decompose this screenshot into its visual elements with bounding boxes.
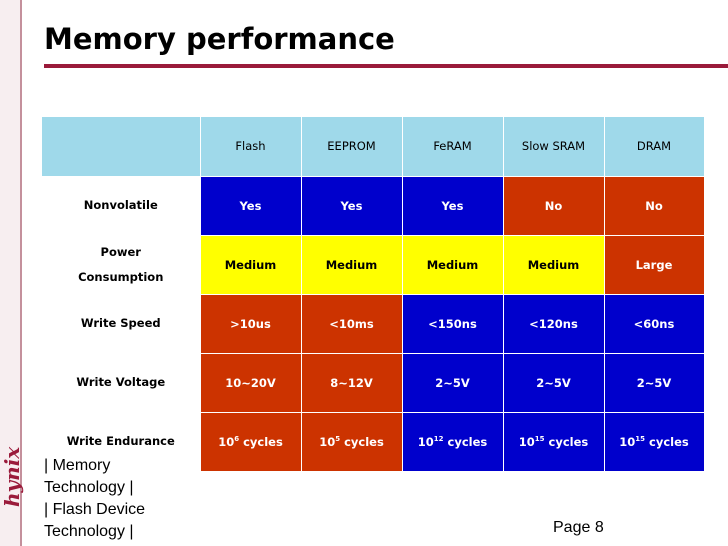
- table-row: Write Voltage 10~20V 8~12V 2~5V 2~5V 2~5V: [42, 353, 705, 413]
- table-cell: Yes: [200, 176, 302, 236]
- table-cell: Medium: [402, 235, 504, 295]
- memory-comparison-table: Flash EEPROM FeRAM Slow SRAM DRAM Nonvol…: [42, 117, 705, 472]
- footer-line: Technology |: [44, 479, 134, 496]
- cell-suffix: cycles: [340, 434, 384, 449]
- row-label-line: Write Voltage: [76, 375, 166, 389]
- table-row: Write Speed >10us <10ms <150ns <120ns <60ns: [42, 294, 705, 354]
- footer-line: | Flash Device: [44, 501, 146, 518]
- table-cell: 2~5V: [503, 353, 605, 413]
- table-cell: Yes: [402, 176, 504, 236]
- cell-base: 10: [619, 434, 636, 449]
- cell-base: 10: [319, 434, 336, 449]
- table-cell: <150ns: [402, 294, 504, 354]
- slide-title: Memory performance: [44, 22, 395, 56]
- table-cell: <10ms: [301, 294, 403, 354]
- row-label: Write Voltage: [42, 353, 201, 413]
- row-label: Write Speed: [42, 294, 201, 354]
- cell-suffix: cycles: [544, 434, 589, 449]
- table-cell: Yes: [301, 176, 403, 236]
- column-header-feram: FeRAM: [402, 117, 504, 177]
- table-cell: 10~20V: [200, 353, 302, 413]
- table-cell: <60ns: [604, 294, 705, 354]
- cell-suffix: cycles: [645, 434, 689, 449]
- cell-exponent: 5: [335, 434, 341, 443]
- cell-exponent: 6: [234, 434, 240, 443]
- table-cell: 8~12V: [301, 353, 403, 413]
- hynix-logo: hynix: [0, 446, 24, 507]
- row-label-line: Consumption: [78, 269, 164, 284]
- table-cell: Medium: [503, 235, 605, 295]
- footer-line: | Memory: [44, 457, 111, 474]
- table-cell: 1015 cycles: [503, 412, 605, 472]
- row-label-line: Power: [100, 244, 141, 259]
- left-accent-bar: [0, 0, 20, 546]
- cell-base: 10: [218, 434, 235, 449]
- cell-suffix: cycles: [443, 434, 488, 449]
- table-cell: No: [503, 176, 605, 236]
- footer-line: Technology |: [44, 523, 134, 540]
- table-cell: 1012 cycles: [402, 412, 504, 472]
- cell-suffix: cycles: [239, 434, 283, 449]
- table-cell: 2~5V: [402, 353, 504, 413]
- table-row: Write Endurance 106 cycles 105 cycles 1012 …: [42, 412, 705, 472]
- table-header-row: Flash EEPROM FeRAM Slow SRAM DRAM: [42, 117, 705, 177]
- cell-base: 10: [417, 434, 434, 449]
- header-corner-cell: [42, 117, 201, 177]
- table-row: Power Consumption Medium Medium Medium Medium…: [42, 235, 705, 295]
- column-header-slow-sram: Slow SRAM: [503, 117, 605, 177]
- cell-base: 10: [518, 434, 535, 449]
- left-accent-line: [20, 0, 22, 546]
- table-cell: 106 cycles: [200, 412, 302, 472]
- page-number: Page 8: [553, 519, 604, 536]
- table-cell: Medium: [200, 235, 302, 295]
- table-cell: >10us: [200, 294, 302, 354]
- column-header-flash: Flash: [200, 117, 302, 177]
- table-cell: <120ns: [503, 294, 605, 354]
- cell-exponent: 12: [433, 434, 444, 443]
- title-underline: [44, 64, 728, 68]
- row-label: Write Endurance: [42, 412, 201, 472]
- column-header-dram: DRAM: [604, 117, 705, 177]
- table-cell: 2~5V: [604, 353, 705, 413]
- table-cell: No: [604, 176, 705, 236]
- cell-exponent: 15: [635, 434, 646, 443]
- table-cell: Medium: [301, 235, 403, 295]
- table-cell: Large: [604, 235, 705, 295]
- row-label: Nonvolatile: [42, 176, 201, 236]
- column-header-eeprom: EEPROM: [301, 117, 403, 177]
- row-label: Power Consumption: [42, 235, 201, 295]
- cell-exponent: 15: [534, 434, 545, 443]
- row-label-line: Nonvolatile: [83, 198, 158, 212]
- footer-text: | Memory Technology | | Flash Device Tec…: [44, 455, 146, 543]
- table-cell: 1015 cycles: [604, 412, 705, 472]
- table-cell: 105 cycles: [301, 412, 403, 472]
- row-label-line: Write Endurance: [66, 434, 175, 448]
- table-row: Nonvolatile Yes Yes Yes No No: [42, 176, 705, 236]
- row-label-line: Write Speed: [80, 316, 161, 330]
